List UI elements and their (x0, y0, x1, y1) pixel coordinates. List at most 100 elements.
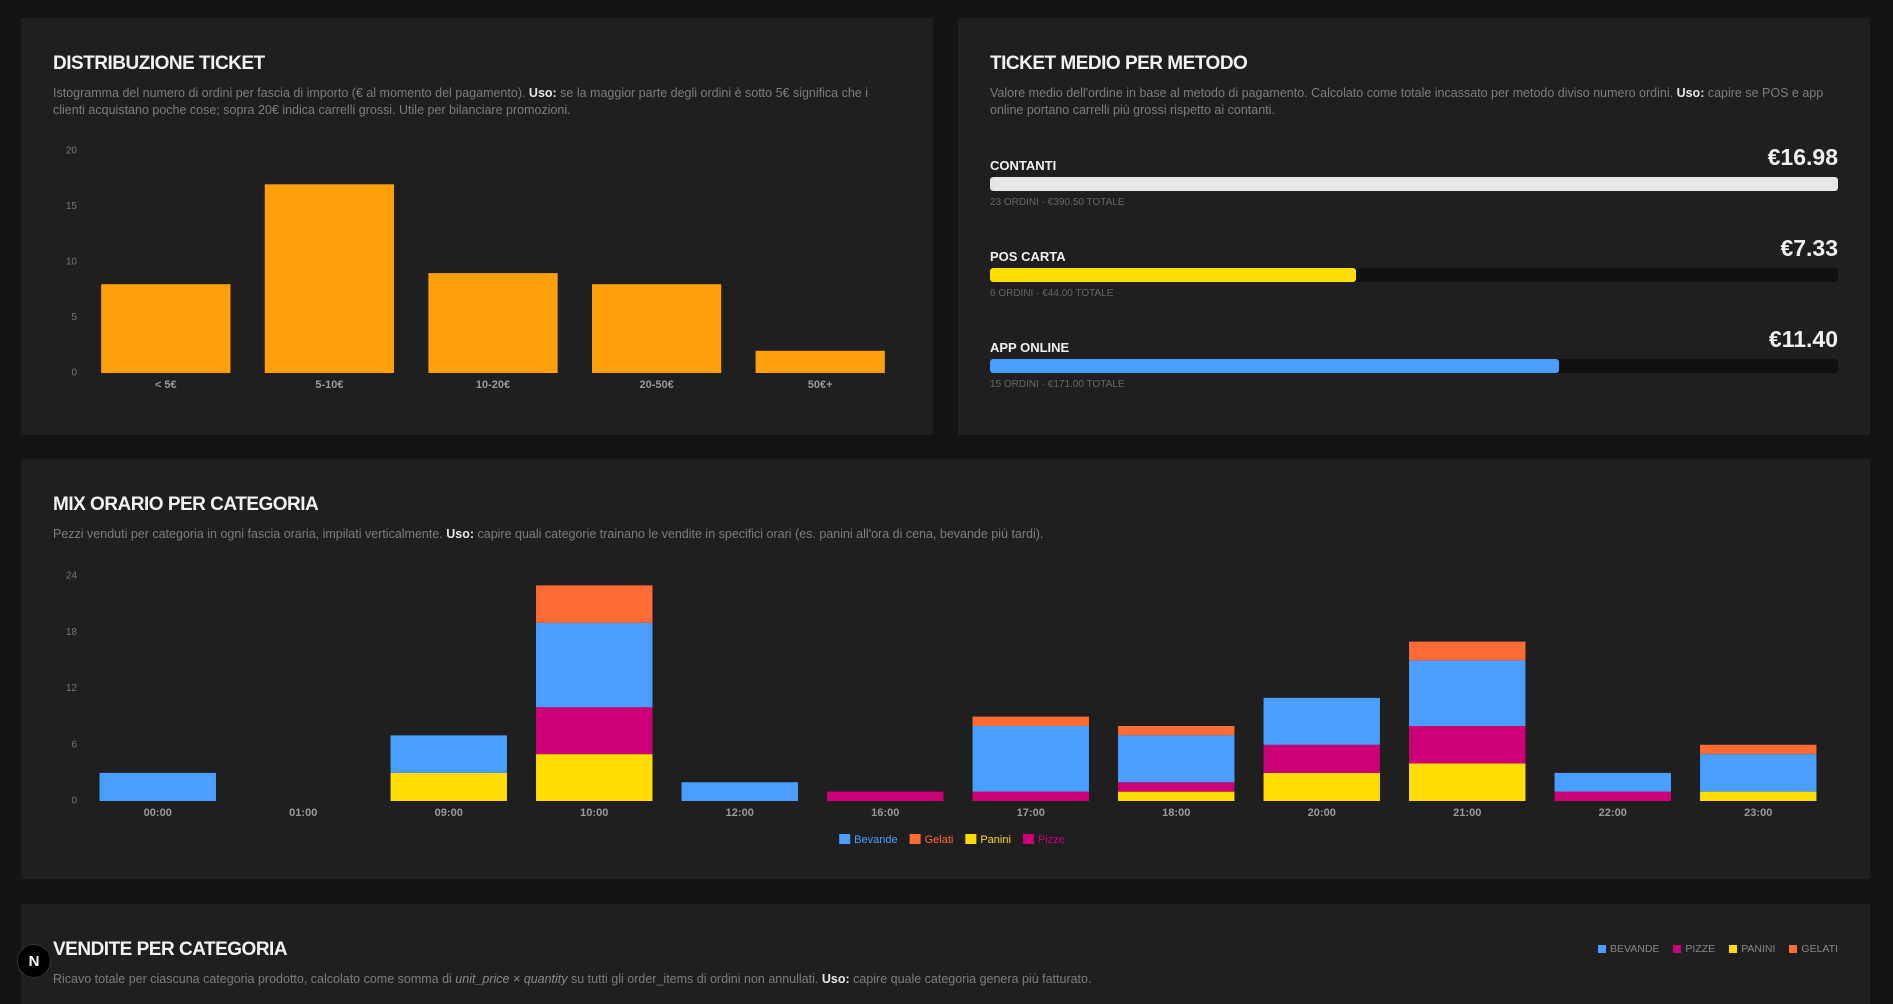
x-tick-label: 10:00 (580, 807, 608, 819)
bar-segment (1700, 791, 1817, 801)
legend-swatch (909, 834, 921, 844)
bar (990, 359, 1560, 373)
legend-item: PANINI (1729, 943, 1775, 955)
bar (591, 284, 722, 373)
app-badge[interactable]: N (17, 944, 51, 978)
panel-description: Pezzi venduti per categoria in ogni fasc… (53, 526, 1833, 543)
method-detail: 23 ORDINI · €390.50 TOTALE (990, 197, 1125, 208)
bar-segment (1118, 726, 1235, 736)
bar-segment (1118, 735, 1235, 783)
bar-segment (972, 791, 1089, 801)
bar-segment (1118, 791, 1235, 801)
legend-label: Pizze (1038, 834, 1065, 846)
text: Ricavo totale per ciascuna categoria pro… (53, 972, 456, 986)
legend-swatch (1598, 945, 1607, 954)
bar-segment (1263, 697, 1380, 745)
x-tick-label: 22:00 (1599, 807, 1627, 819)
panel-title: MIX ORARIO PER CATEGORIA (53, 494, 319, 515)
x-tick-label: 21:00 (1453, 807, 1481, 819)
x-tick-label: 18:00 (1162, 807, 1190, 819)
legend-label: Bevande (854, 834, 897, 846)
x-tick-label: 5-10€ (315, 379, 343, 391)
bar-segment (1263, 772, 1380, 801)
x-tick-label: 17:00 (1017, 807, 1045, 819)
x-tick-label: 09:00 (435, 807, 463, 819)
legend-item: GELATI (1789, 943, 1838, 955)
bar-segment (1263, 744, 1380, 773)
bar-segment (1700, 754, 1817, 792)
bar-segment (681, 782, 798, 801)
x-tick-label: 10-20€ (476, 379, 510, 391)
bar-segment (1409, 763, 1526, 801)
panel-description: Istogramma del numero di ordini per fasc… (53, 85, 903, 119)
bar-segment (1118, 782, 1235, 792)
bar-segment (972, 716, 1089, 726)
x-tick-label: 16:00 (871, 807, 899, 819)
panel-title: VENDITE PER CATEGORIA (53, 939, 288, 960)
bar-segment (1409, 726, 1526, 764)
bar-segment (536, 707, 653, 755)
y-tick-label: 18 (66, 627, 78, 638)
text: Pezzi venduti per categoria in ogni fasc… (53, 527, 447, 541)
legend-swatch (1789, 945, 1798, 954)
bar-segment (390, 772, 507, 801)
method-row: APP ONLINE €11.40 15 ORDINI · €171.00 TOTA… (990, 326, 1838, 400)
y-tick-label: 10 (66, 257, 78, 268)
bar (755, 350, 885, 373)
legend-label: PANINI (1741, 943, 1776, 955)
text: Istogramma del numero di ordini per fasc… (53, 86, 529, 100)
method-value: €11.40 (1768, 326, 1838, 352)
bar-segment (1409, 660, 1526, 726)
legend-swatch (1729, 945, 1738, 954)
bar (990, 177, 1838, 191)
legend-label: PIZZE (1685, 943, 1716, 955)
method-detail: 15 ORDINI · €171.00 TOTALE (990, 379, 1125, 390)
bar-segment (827, 791, 944, 801)
bar-segment (99, 772, 216, 801)
legend-label: Panini (980, 834, 1011, 846)
legend-item: BEVANDE (1598, 943, 1659, 955)
legend-swatch (1022, 834, 1034, 844)
x-tick-label: 01:00 (289, 807, 317, 819)
method-detail: 6 ORDINI · €44.00 TOTALE (990, 288, 1114, 299)
method-row: CONTANTI €16.98 23 ORDINI · €390.50 TOTALE (990, 144, 1838, 218)
text: capire quali categorie trainano le vendi… (474, 527, 1044, 541)
y-tick-label: 20 (66, 146, 78, 157)
legend-swatch (965, 834, 977, 844)
bar-segment (972, 726, 1089, 792)
bar-segment (1554, 772, 1671, 792)
text: se la maggior parte degli ordini è sotto… (53, 86, 868, 117)
method-name: CONTANTI (990, 158, 1057, 173)
text: Valore medio dell'ordine in base al meto… (990, 86, 1677, 100)
legend-label: Gelati (925, 834, 954, 846)
text: Uso: (446, 527, 475, 541)
text: Uso: (1676, 86, 1705, 100)
method-name: POS CARTA (990, 249, 1066, 264)
x-tick-label: 00:00 (144, 807, 172, 819)
x-tick-label: 50€+ (808, 379, 833, 391)
bar-track (990, 268, 1838, 282)
y-tick-label: 0 (71, 368, 77, 379)
text: capire quale categoria genera più fattur… (849, 972, 1092, 986)
bar-segment (1409, 641, 1526, 661)
text: Uso: (821, 972, 850, 986)
legend-swatch (839, 834, 851, 844)
y-tick-label: 0 (71, 796, 77, 807)
x-tick-label: 23:00 (1744, 807, 1772, 819)
y-tick-label: 5 (71, 312, 77, 323)
x-tick-label: 12:00 (726, 807, 754, 819)
x-tick-label: < 5€ (155, 379, 177, 391)
panel (21, 904, 1870, 1004)
x-tick-label: 20-50€ (639, 379, 673, 391)
bar-segment (1700, 744, 1817, 755)
method-value: €16.98 (1767, 144, 1838, 170)
legend-swatch (1673, 945, 1682, 954)
text: Uso: (528, 86, 557, 100)
bar-segment (390, 735, 507, 773)
panel-title: DISTRIBUZIONE TICKET (53, 53, 265, 74)
legend-item: PIZZE (1673, 943, 1715, 955)
bar (264, 184, 395, 373)
bar (428, 273, 558, 373)
